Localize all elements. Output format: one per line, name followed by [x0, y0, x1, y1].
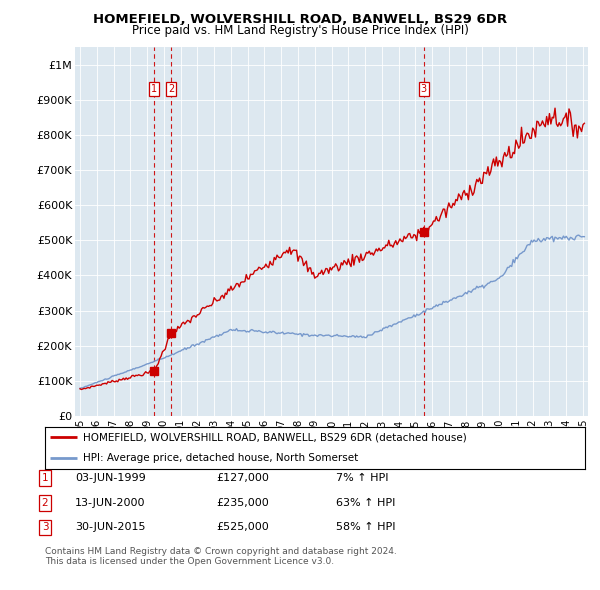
Text: 63% ↑ HPI: 63% ↑ HPI: [336, 498, 395, 507]
Text: This data is licensed under the Open Government Licence v3.0.: This data is licensed under the Open Gov…: [45, 558, 334, 566]
Text: £127,000: £127,000: [216, 473, 269, 483]
Text: 13-JUN-2000: 13-JUN-2000: [75, 498, 146, 507]
Text: 7% ↑ HPI: 7% ↑ HPI: [336, 473, 389, 483]
Text: 1: 1: [41, 473, 49, 483]
Text: £525,000: £525,000: [216, 523, 269, 532]
Text: 1: 1: [151, 84, 157, 94]
Text: 3: 3: [421, 84, 427, 94]
Text: Price paid vs. HM Land Registry's House Price Index (HPI): Price paid vs. HM Land Registry's House …: [131, 24, 469, 37]
Text: 2: 2: [168, 84, 175, 94]
Text: HOMEFIELD, WOLVERSHILL ROAD, BANWELL, BS29 6DR: HOMEFIELD, WOLVERSHILL ROAD, BANWELL, BS…: [93, 13, 507, 26]
Text: 2: 2: [41, 498, 49, 507]
Text: 3: 3: [41, 523, 49, 532]
Text: 58% ↑ HPI: 58% ↑ HPI: [336, 523, 395, 532]
Text: HPI: Average price, detached house, North Somerset: HPI: Average price, detached house, Nort…: [83, 454, 358, 463]
Text: 30-JUN-2015: 30-JUN-2015: [75, 523, 146, 532]
Text: £235,000: £235,000: [216, 498, 269, 507]
Text: 03-JUN-1999: 03-JUN-1999: [75, 473, 146, 483]
Text: HOMEFIELD, WOLVERSHILL ROAD, BANWELL, BS29 6DR (detached house): HOMEFIELD, WOLVERSHILL ROAD, BANWELL, BS…: [83, 432, 467, 442]
Text: Contains HM Land Registry data © Crown copyright and database right 2024.: Contains HM Land Registry data © Crown c…: [45, 547, 397, 556]
